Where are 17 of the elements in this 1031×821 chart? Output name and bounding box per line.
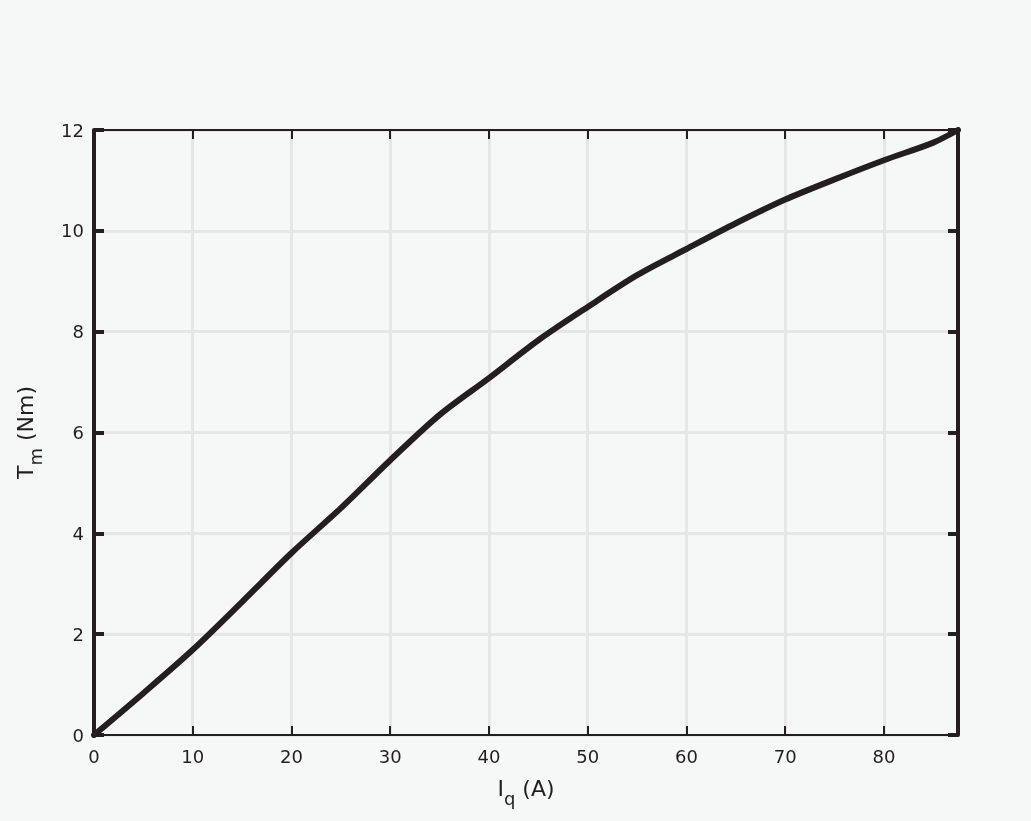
y-tick-label: 0 — [72, 724, 84, 746]
y-axis-title: Tm (Nm) — [12, 385, 46, 481]
x-tick-label: 10 — [181, 745, 205, 767]
y-tick-label: 4 — [72, 522, 84, 544]
x-tick-label: 70 — [773, 745, 797, 767]
y-tick-label: 6 — [72, 422, 84, 443]
x-tick-label: 40 — [477, 745, 501, 767]
y-tick-label: 12 — [61, 119, 84, 141]
x-tick-label: 30 — [378, 745, 402, 767]
y-tick-label: 10 — [61, 220, 84, 242]
x-tick-label: 0 — [88, 745, 100, 767]
x-tick-label: 50 — [576, 745, 600, 767]
y-tick-label: 2 — [72, 623, 84, 645]
x-tick-label: 60 — [675, 745, 698, 767]
y-tick-label: 8 — [72, 321, 84, 343]
x-tick-label: 20 — [280, 745, 303, 767]
x-tick-label: 80 — [872, 745, 896, 767]
